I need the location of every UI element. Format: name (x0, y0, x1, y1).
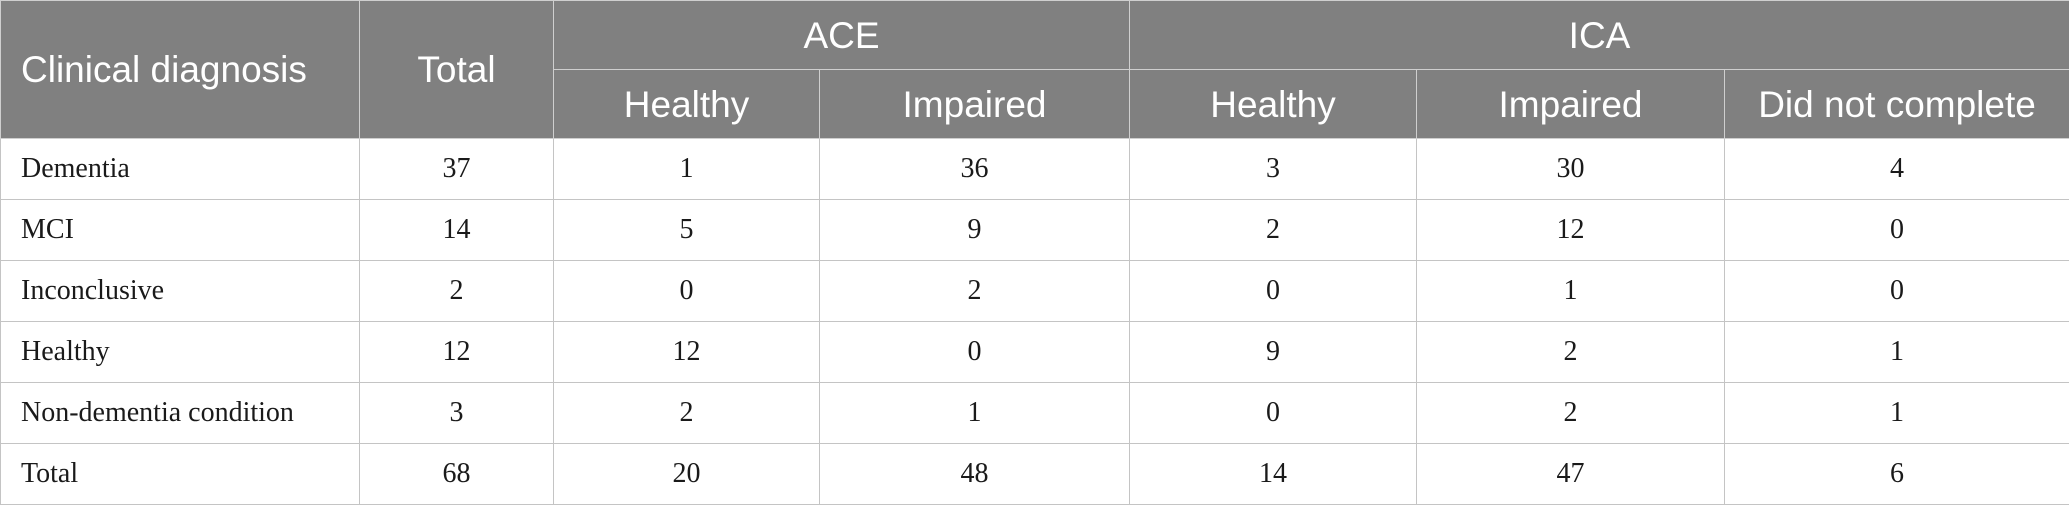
table-row: Inconclusive 2 0 2 0 1 0 (0, 260, 2069, 322)
header-group-ica: ICA (1129, 0, 2069, 70)
cell-ica-did-not-complete: 4 (1724, 138, 2069, 200)
cell-total: 68 (359, 443, 554, 505)
row-label: MCI (0, 199, 360, 261)
cell-ace-healthy: 0 (553, 260, 820, 322)
header-ace-impaired: Impaired (818, 69, 1131, 139)
cell-ica-did-not-complete: 0 (1724, 260, 2069, 322)
cell-ace-impaired: 48 (818, 443, 1131, 505)
cell-ace-healthy: 2 (553, 382, 820, 444)
row-label: Total (0, 443, 360, 505)
cell-ica-impaired: 12 (1416, 199, 1726, 261)
cell-ica-did-not-complete: 1 (1724, 321, 2069, 383)
header-ica-did-not-complete: Did not complete (1724, 69, 2069, 139)
cell-total: 2 (359, 260, 554, 322)
row-label: Dementia (0, 138, 360, 200)
header-total: Total (359, 0, 554, 139)
cell-ace-healthy: 5 (553, 199, 820, 261)
cell-ica-did-not-complete: 6 (1724, 443, 2069, 505)
cell-ica-healthy: 9 (1129, 321, 1418, 383)
cell-ica-healthy: 0 (1129, 382, 1418, 444)
cell-ica-did-not-complete: 0 (1724, 199, 2069, 261)
cell-ace-impaired: 0 (818, 321, 1131, 383)
cell-ica-healthy: 2 (1129, 199, 1418, 261)
diagnosis-table: Clinical diagnosis Total ACE ICA Healthy… (0, 0, 2069, 505)
header-row-groups: Clinical diagnosis Total ACE ICA (0, 0, 2069, 139)
cell-total: 37 (359, 138, 554, 200)
cell-ace-impaired: 1 (818, 382, 1131, 444)
cell-ica-impaired: 2 (1416, 382, 1726, 444)
cell-ica-impaired: 47 (1416, 443, 1726, 505)
header-ace-healthy: Healthy (553, 69, 820, 139)
row-label: Healthy (0, 321, 360, 383)
table-row: Healthy 12 12 0 9 2 1 (0, 321, 2069, 383)
table-row: Dementia 37 1 36 3 30 4 (0, 138, 2069, 200)
table-row: Non-dementia condition 3 2 1 0 2 1 (0, 382, 2069, 444)
row-label: Non-dementia condition (0, 382, 360, 444)
header-ica-healthy: Healthy (1129, 69, 1418, 139)
cell-ica-did-not-complete: 1 (1724, 382, 2069, 444)
header-clinical-diagnosis: Clinical diagnosis (0, 0, 360, 139)
cell-ica-impaired: 30 (1416, 138, 1726, 200)
cell-ica-healthy: 14 (1129, 443, 1418, 505)
cell-total: 3 (359, 382, 554, 444)
row-label: Inconclusive (0, 260, 360, 322)
cell-ica-healthy: 3 (1129, 138, 1418, 200)
header-row-subgroups: Healthy Impaired Healthy Impaired Did no… (1, 69, 2069, 139)
cell-ace-healthy: 20 (553, 443, 820, 505)
cell-ica-healthy: 0 (1129, 260, 1418, 322)
cell-ica-impaired: 2 (1416, 321, 1726, 383)
table-row: MCI 14 5 9 2 12 0 (0, 199, 2069, 261)
cell-ace-healthy: 12 (553, 321, 820, 383)
header-ica-impaired: Impaired (1416, 69, 1726, 139)
header-group-ace: ACE (552, 0, 1131, 70)
cell-total: 12 (359, 321, 554, 383)
cell-ace-impaired: 36 (818, 138, 1131, 200)
cell-ace-healthy: 1 (553, 138, 820, 200)
cell-ica-impaired: 1 (1416, 260, 1726, 322)
cell-total: 14 (359, 199, 554, 261)
cell-ace-impaired: 2 (818, 260, 1131, 322)
table-row-total: Total 68 20 48 14 47 6 (0, 443, 2069, 505)
cell-ace-impaired: 9 (818, 199, 1131, 261)
